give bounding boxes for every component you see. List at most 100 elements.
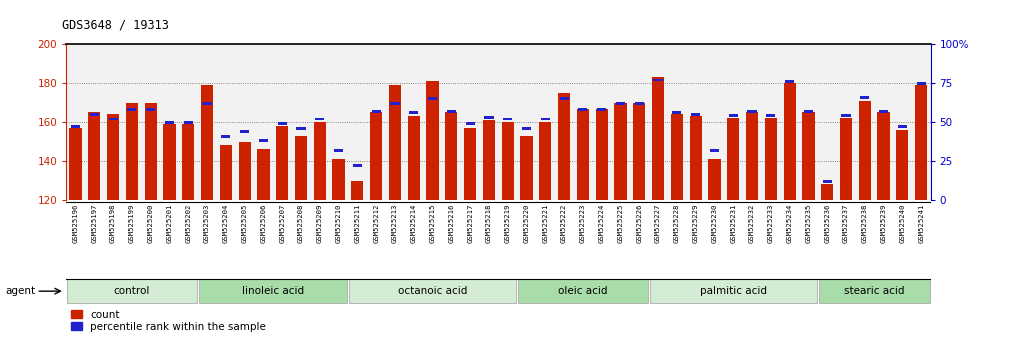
Bar xyxy=(127,108,136,111)
Bar xyxy=(464,128,476,200)
Bar xyxy=(333,159,345,200)
Text: GSM525209: GSM525209 xyxy=(317,204,322,243)
Bar xyxy=(896,130,908,200)
Bar xyxy=(858,101,871,200)
Text: GSM525228: GSM525228 xyxy=(674,204,679,243)
Text: GSM525236: GSM525236 xyxy=(824,204,830,243)
Bar xyxy=(558,93,571,200)
Bar xyxy=(765,118,777,200)
Bar xyxy=(222,135,231,138)
Bar xyxy=(898,125,907,128)
Text: GSM525208: GSM525208 xyxy=(298,204,304,243)
Text: GSM525223: GSM525223 xyxy=(580,204,586,243)
Text: GDS3648 / 19313: GDS3648 / 19313 xyxy=(62,19,169,32)
Bar xyxy=(501,122,514,200)
Bar xyxy=(539,122,551,200)
Bar xyxy=(708,159,721,200)
Bar xyxy=(503,118,513,120)
Bar xyxy=(165,121,174,124)
Bar xyxy=(334,149,343,152)
Text: GSM525231: GSM525231 xyxy=(730,204,736,243)
Bar xyxy=(353,164,362,167)
Bar xyxy=(240,130,249,133)
Bar xyxy=(146,108,156,111)
Text: GSM525201: GSM525201 xyxy=(167,204,173,243)
Text: GSM525212: GSM525212 xyxy=(373,204,379,243)
FancyBboxPatch shape xyxy=(518,279,648,303)
Text: GSM525214: GSM525214 xyxy=(411,204,417,243)
Bar xyxy=(766,114,775,117)
Text: GSM525233: GSM525233 xyxy=(768,204,774,243)
Text: GSM525222: GSM525222 xyxy=(561,204,567,243)
Bar xyxy=(841,114,850,117)
Bar xyxy=(371,110,380,113)
Bar xyxy=(860,96,870,99)
Bar xyxy=(692,113,701,116)
Bar xyxy=(878,112,890,200)
Bar xyxy=(803,110,813,113)
Bar xyxy=(522,127,531,130)
Bar xyxy=(220,145,232,200)
Text: palmitic acid: palmitic acid xyxy=(700,286,767,296)
Bar xyxy=(597,108,606,111)
Bar xyxy=(239,142,251,200)
Text: GSM525213: GSM525213 xyxy=(392,204,398,243)
Text: GSM525205: GSM525205 xyxy=(242,204,247,243)
Text: GSM525234: GSM525234 xyxy=(786,204,792,243)
Bar xyxy=(690,116,702,200)
Bar xyxy=(71,125,80,128)
Bar xyxy=(915,85,928,200)
Text: GSM525224: GSM525224 xyxy=(599,204,605,243)
Bar xyxy=(259,139,268,142)
Bar xyxy=(296,127,305,130)
Bar xyxy=(109,118,118,120)
Text: GSM525200: GSM525200 xyxy=(147,204,154,243)
Bar xyxy=(823,180,832,183)
Bar xyxy=(313,122,325,200)
Bar xyxy=(202,102,212,105)
Bar xyxy=(201,85,214,200)
Bar xyxy=(654,79,663,81)
Bar xyxy=(614,103,626,200)
Bar xyxy=(391,102,400,105)
Text: GSM525232: GSM525232 xyxy=(750,204,755,243)
Bar xyxy=(257,149,270,200)
Text: control: control xyxy=(114,286,151,296)
Text: GSM525204: GSM525204 xyxy=(223,204,229,243)
Text: GSM525202: GSM525202 xyxy=(185,204,191,243)
Text: GSM525219: GSM525219 xyxy=(504,204,511,243)
Bar xyxy=(184,121,193,124)
Bar xyxy=(727,118,739,200)
Bar xyxy=(484,116,493,119)
Text: GSM525199: GSM525199 xyxy=(129,204,135,243)
Text: GSM525220: GSM525220 xyxy=(524,204,530,243)
Text: GSM525198: GSM525198 xyxy=(110,204,116,243)
Bar xyxy=(126,103,138,200)
Bar xyxy=(521,136,533,200)
Text: GSM525197: GSM525197 xyxy=(92,204,98,243)
Bar xyxy=(182,124,194,200)
Text: GSM525230: GSM525230 xyxy=(712,204,717,243)
Bar xyxy=(89,113,99,116)
Bar xyxy=(428,97,437,100)
Bar xyxy=(672,112,681,114)
Bar xyxy=(370,112,382,200)
Bar xyxy=(295,136,307,200)
Text: GSM525237: GSM525237 xyxy=(843,204,849,243)
Text: GSM525210: GSM525210 xyxy=(336,204,342,243)
Bar xyxy=(445,112,458,200)
Text: GSM525238: GSM525238 xyxy=(861,204,868,243)
Bar xyxy=(577,108,589,200)
Bar xyxy=(408,116,420,200)
FancyBboxPatch shape xyxy=(650,279,817,303)
Text: agent: agent xyxy=(5,286,36,296)
Bar xyxy=(802,112,815,200)
Bar xyxy=(409,112,418,114)
Text: stearic acid: stearic acid xyxy=(844,286,904,296)
Text: GSM525225: GSM525225 xyxy=(617,204,623,243)
Text: GSM525240: GSM525240 xyxy=(899,204,905,243)
FancyBboxPatch shape xyxy=(198,279,347,303)
Bar xyxy=(278,122,287,125)
Bar xyxy=(785,80,794,83)
Bar xyxy=(483,120,495,200)
